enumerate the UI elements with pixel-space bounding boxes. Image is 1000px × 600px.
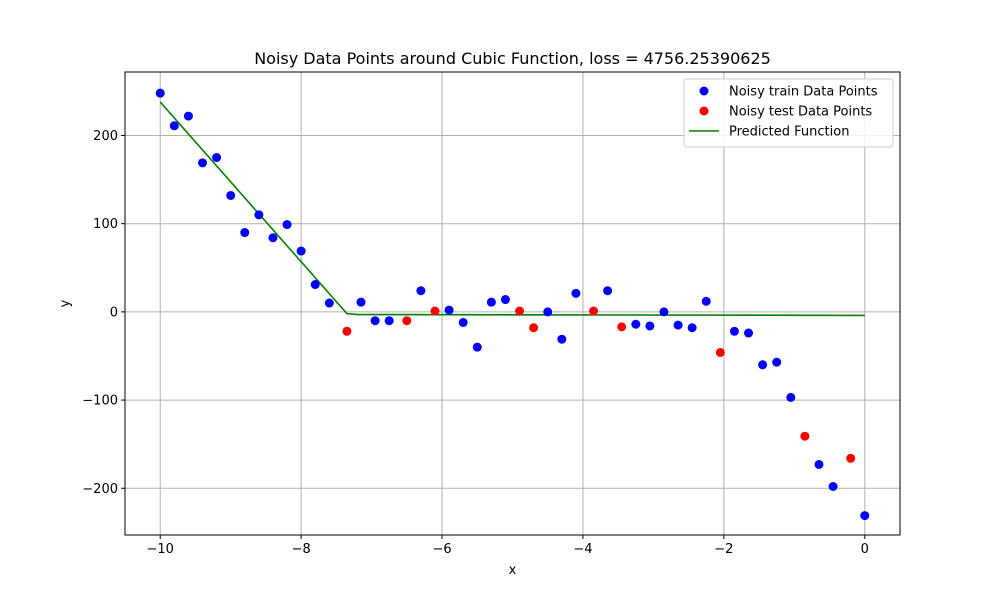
train-data-point	[212, 153, 222, 163]
train-data-point	[744, 328, 754, 338]
test-data-point	[617, 322, 627, 332]
train-data-point	[631, 319, 641, 329]
train-data-point	[268, 233, 278, 243]
point-layer	[155, 88, 870, 521]
line-layer	[159, 101, 865, 317]
x-tick-label: −2	[714, 542, 733, 557]
train-data-point	[571, 288, 581, 298]
legend-entry-label: Noisy test Data Points	[729, 105, 872, 120]
train-data-point	[786, 392, 796, 402]
y-tick-label: 200	[93, 129, 118, 144]
y-tick-label: 100	[93, 217, 118, 232]
y-axis-label: y	[58, 299, 73, 307]
legend-marker-swatch	[699, 86, 709, 96]
y-tick-label: 0	[110, 305, 118, 320]
test-data-point	[715, 347, 725, 357]
train-data-point	[828, 481, 838, 491]
x-tick-label: −10	[147, 542, 174, 557]
test-data-point	[800, 431, 810, 441]
train-data-point	[687, 323, 697, 333]
predicted-function-line	[159, 101, 865, 317]
train-data-point	[198, 158, 207, 168]
x-axis-label: x	[509, 563, 517, 578]
chart-title: Noisy Data Points around Cubic Function,…	[254, 49, 771, 68]
x-tick-label: 0	[861, 542, 869, 557]
train-data-point	[296, 246, 306, 256]
train-data-point	[860, 511, 870, 521]
train-data-point	[384, 316, 394, 326]
train-data-point	[310, 280, 320, 290]
train-data-point	[758, 360, 768, 370]
train-data-point	[324, 298, 334, 308]
axes-frame	[124, 71, 901, 536]
train-data-point	[226, 190, 236, 200]
train-data-point	[772, 357, 782, 367]
train-data-point	[169, 121, 179, 131]
train-data-point	[557, 334, 567, 344]
train-data-point	[814, 459, 824, 469]
ticks: −10 −8 −6 −4 −2 0 −200 −100 0 100 200	[82, 129, 869, 557]
y-tick-label: −100	[82, 394, 118, 409]
train-data-point	[356, 297, 366, 307]
legend-marker-swatch	[699, 106, 709, 116]
train-data-point	[416, 286, 426, 296]
legend-entry-label: Predicted Function	[729, 125, 849, 140]
legend-entry-label: Noisy train Data Points	[729, 85, 878, 100]
test-data-point	[430, 306, 440, 316]
train-data-point	[543, 307, 553, 317]
x-tick-label: −6	[432, 542, 451, 557]
train-data-point	[500, 295, 510, 305]
x-tick-label: −4	[573, 542, 592, 557]
train-data-point	[282, 220, 292, 230]
train-data-point	[240, 228, 250, 238]
train-data-point	[444, 305, 454, 315]
train-data-point	[659, 307, 669, 317]
train-data-point	[458, 317, 468, 327]
test-data-point	[515, 306, 525, 316]
test-data-point	[589, 306, 599, 316]
train-data-point	[370, 316, 380, 326]
test-data-point	[846, 453, 856, 463]
test-data-point	[402, 316, 412, 326]
legend: Noisy train Data Points Noisy test Data P…	[683, 78, 894, 148]
train-data-point	[701, 296, 711, 306]
train-data-point	[673, 320, 683, 330]
test-data-point	[342, 326, 352, 336]
test-data-point	[529, 323, 539, 333]
train-data-point	[645, 321, 655, 331]
legend-box	[683, 78, 894, 148]
train-data-point	[155, 88, 165, 98]
train-data-point	[603, 286, 613, 296]
train-data-point	[486, 297, 496, 307]
train-data-point	[472, 342, 482, 352]
train-data-point	[183, 111, 193, 121]
y-tick-label: −200	[82, 482, 118, 497]
train-data-point	[254, 210, 264, 220]
train-data-point	[729, 326, 739, 336]
x-tick-label: −8	[292, 542, 311, 557]
